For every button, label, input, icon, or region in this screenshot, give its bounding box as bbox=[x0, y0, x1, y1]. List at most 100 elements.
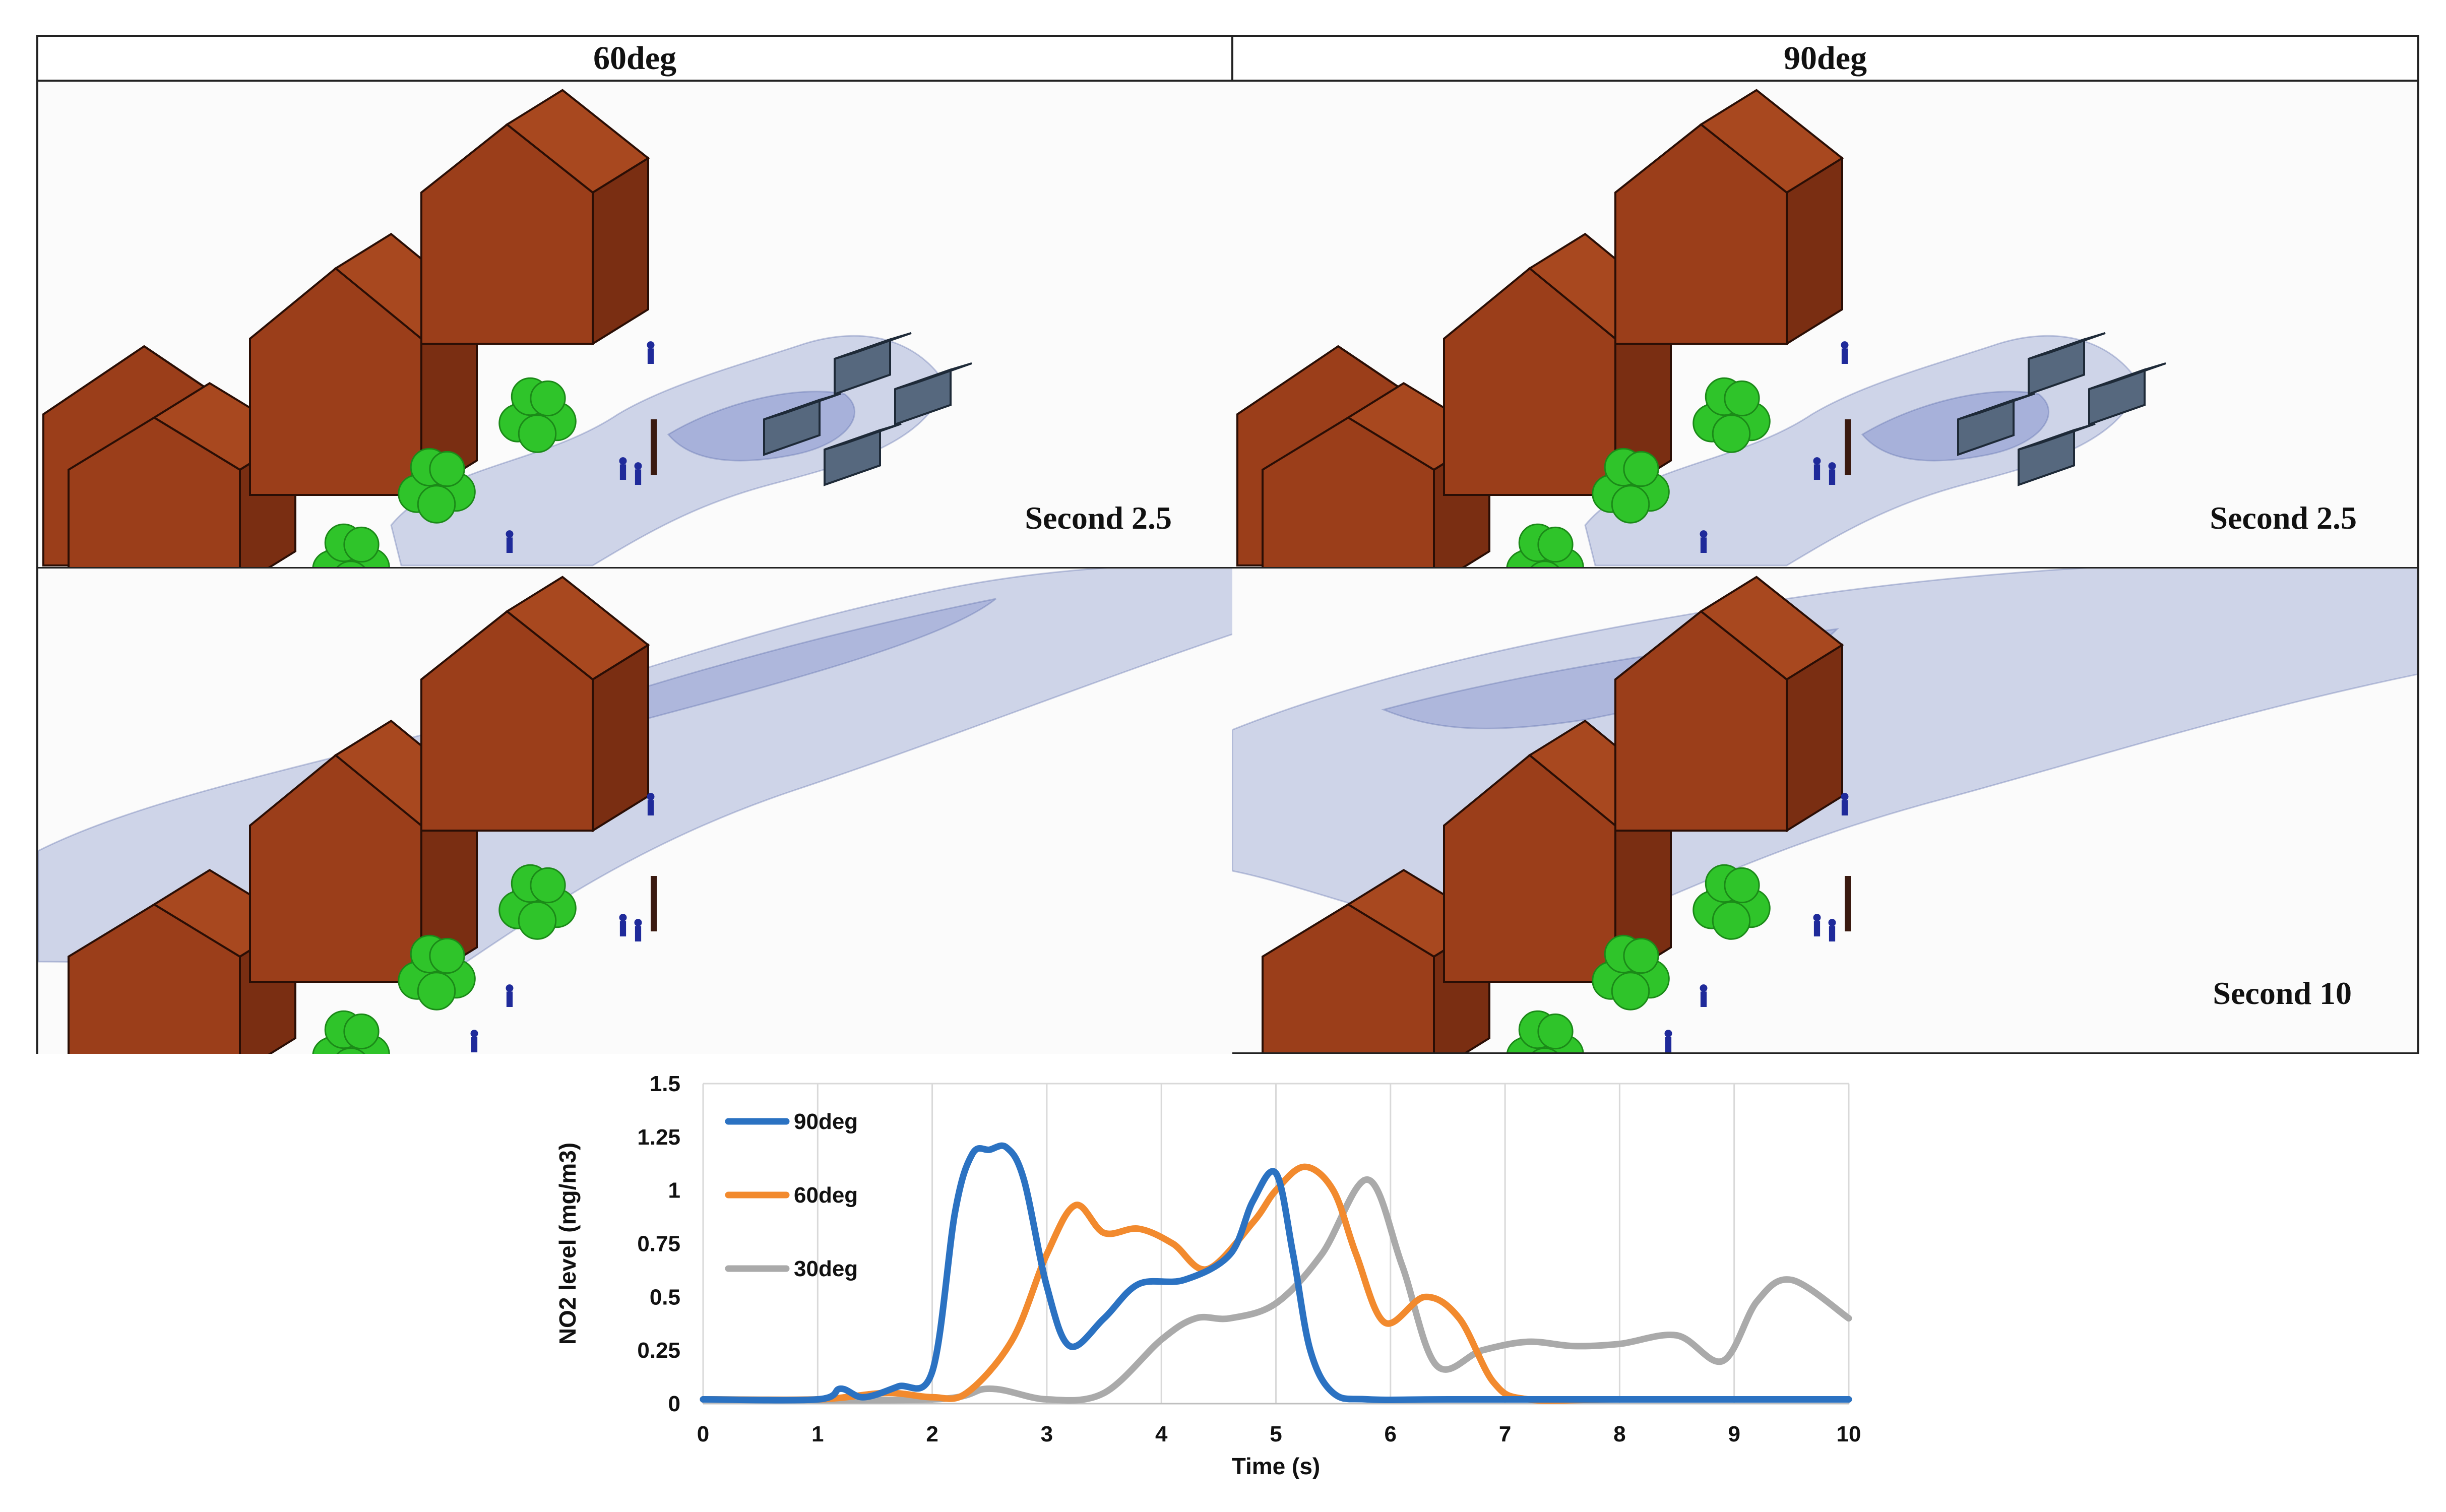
x-tick-label: 8 bbox=[1613, 1422, 1625, 1446]
pedestrian-head bbox=[619, 914, 627, 922]
tree-foliage bbox=[1532, 1047, 1558, 1052]
scene-90deg-second-2-5 bbox=[1236, 89, 2166, 567]
legend-label-30deg: 30deg bbox=[794, 1256, 858, 1281]
pedestrian-body bbox=[506, 537, 513, 553]
house bbox=[1614, 576, 1844, 833]
x-tick-label: 5 bbox=[1270, 1422, 1282, 1446]
tree bbox=[1692, 377, 1771, 453]
pedestrian-body bbox=[635, 926, 642, 941]
x-tick-label: 2 bbox=[926, 1422, 938, 1446]
pedestrian bbox=[1813, 914, 1821, 936]
y-tick-label: 1.5 bbox=[650, 1072, 680, 1096]
scene-60deg-second-2-5 bbox=[42, 89, 972, 567]
tree bbox=[1507, 1010, 1584, 1052]
tree-foliage bbox=[1712, 901, 1751, 940]
vehicle-top bbox=[2018, 422, 2096, 451]
pedestrian-head bbox=[619, 457, 627, 465]
scene-90deg-second-10 bbox=[1232, 569, 2417, 1052]
y-tick-label: 0.25 bbox=[637, 1338, 680, 1363]
pedestrian-head bbox=[1664, 1030, 1672, 1038]
tree-foliage bbox=[1611, 485, 1650, 524]
legend-label-90deg: 90deg bbox=[794, 1109, 858, 1134]
column-header-90deg: 90deg bbox=[1231, 35, 2419, 82]
panel-caption-60deg-top: Second 2.5 bbox=[1025, 500, 1172, 536]
house bbox=[420, 576, 650, 833]
pedestrian bbox=[634, 462, 642, 485]
pedestrian-head bbox=[470, 1030, 478, 1038]
pedestrian bbox=[1841, 793, 1849, 815]
vehicle-top bbox=[2028, 332, 2106, 360]
house bbox=[1614, 89, 1844, 346]
series-line-90deg bbox=[700, 1142, 1852, 1404]
tree-foliage bbox=[417, 972, 456, 1011]
x-tick-label: 10 bbox=[1837, 1422, 1861, 1446]
column-header-60deg: 60deg bbox=[36, 35, 1233, 82]
house-roof bbox=[1699, 89, 1844, 194]
x-tick-label: 6 bbox=[1385, 1422, 1397, 1446]
pole bbox=[1845, 876, 1851, 931]
tree-foliage bbox=[1530, 560, 1559, 567]
chart-legend: 90deg 60deg 30deg bbox=[725, 1109, 858, 1281]
tree bbox=[398, 448, 476, 524]
x-tick-label: 3 bbox=[1041, 1422, 1053, 1446]
x-tick-label: 9 bbox=[1728, 1422, 1740, 1446]
tree bbox=[312, 523, 390, 567]
tree-foliage bbox=[343, 1013, 380, 1050]
panel-60deg-bottom bbox=[36, 567, 1233, 1054]
pedestrian-body bbox=[1829, 926, 1836, 941]
pole bbox=[651, 419, 657, 475]
y-tick-label: 1 bbox=[668, 1178, 680, 1203]
pedestrian bbox=[1700, 530, 1708, 553]
pedestrian-head bbox=[1813, 457, 1821, 465]
tree-foliage bbox=[417, 485, 456, 524]
pedestrian bbox=[619, 457, 627, 480]
vehicle-top bbox=[2089, 362, 2166, 390]
pedestrian-body bbox=[647, 800, 654, 815]
pedestrian bbox=[1828, 919, 1836, 941]
vehicle-top bbox=[1958, 392, 2035, 420]
pedestrian bbox=[1664, 1030, 1672, 1052]
pedestrian bbox=[634, 919, 642, 941]
pedestrian-head bbox=[634, 462, 642, 470]
pedestrian-body bbox=[1700, 991, 1707, 1007]
tree bbox=[1592, 934, 1670, 1011]
pedestrian-body bbox=[1829, 469, 1836, 485]
x-tick-label: 1 bbox=[811, 1422, 824, 1446]
tree-foliage bbox=[429, 937, 465, 974]
scene-content bbox=[1236, 89, 2166, 567]
chart-grid bbox=[702, 1083, 1850, 1404]
y-tick-label: 1.25 bbox=[637, 1125, 680, 1150]
house-roof bbox=[505, 576, 650, 681]
simulation-figure-grid: 60deg 90deg Second 2.5 Second 2.5 Second… bbox=[36, 35, 2419, 1054]
tree bbox=[498, 864, 577, 940]
tree-foliage bbox=[336, 1047, 365, 1054]
tree bbox=[1592, 448, 1670, 524]
tree bbox=[1692, 864, 1771, 940]
panel-90deg-bottom: Second 10 bbox=[1232, 567, 2419, 1054]
tree-foliage bbox=[1724, 867, 1760, 904]
pedestrian-body bbox=[1841, 800, 1848, 815]
vehicle bbox=[2088, 362, 2166, 426]
tree-foliage bbox=[336, 560, 365, 567]
vehicle bbox=[834, 332, 912, 396]
house-roof bbox=[505, 89, 650, 194]
y-tick-label: 0 bbox=[668, 1392, 680, 1416]
legend-label-60deg: 60deg bbox=[794, 1183, 858, 1208]
series-line-60deg bbox=[700, 1163, 1852, 1404]
pedestrian bbox=[1700, 984, 1708, 1007]
panel-90deg-top: Second 2.5 bbox=[1232, 82, 2419, 567]
pedestrian-head bbox=[1841, 341, 1849, 349]
tree-foliage bbox=[1611, 972, 1650, 1011]
pedestrian-head bbox=[506, 530, 514, 538]
vehicle-top bbox=[895, 362, 972, 390]
x-tick-label: 0 bbox=[697, 1422, 709, 1446]
pedestrian-body bbox=[471, 1037, 478, 1052]
vehicle bbox=[2028, 332, 2106, 396]
pole bbox=[1845, 419, 1851, 475]
tree-foliage bbox=[1712, 414, 1751, 453]
pedestrian bbox=[470, 1030, 478, 1052]
pedestrian bbox=[1841, 341, 1849, 364]
pedestrian-head bbox=[1828, 919, 1836, 927]
tree-foliage bbox=[343, 526, 380, 563]
pedestrian-body bbox=[506, 991, 513, 1007]
